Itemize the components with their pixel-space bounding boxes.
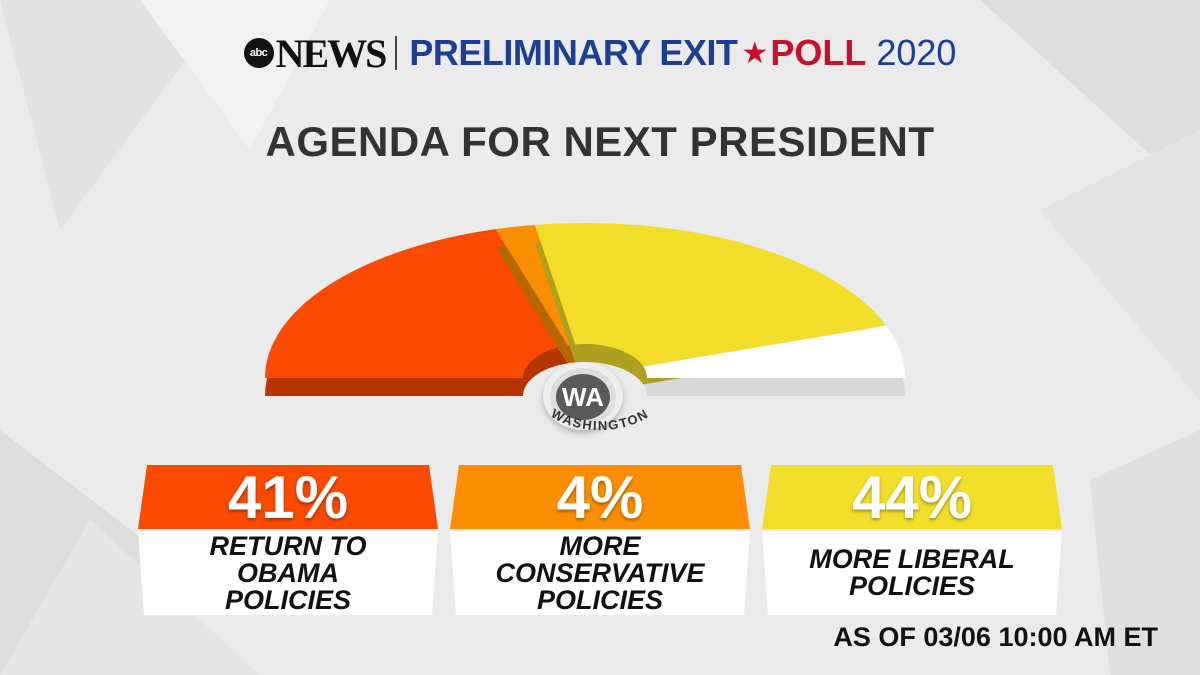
category-label-return-to-obama: RETURN TO OBAMA POLICIES <box>138 531 438 615</box>
state-name-arc: WASHINGTON <box>549 406 652 434</box>
poll-header: abc NEWS PRELIMINARY EXIT ★ POLL 2020 <box>0 28 1200 78</box>
value-label-return-to-obama: 41% <box>138 465 438 529</box>
slice-remainder <box>643 325 905 378</box>
result-card-more-liberal: 44% MORE LIBERAL POLICIES <box>762 465 1062 615</box>
poll-year: 2020 <box>876 32 957 73</box>
state-badge: WA <box>543 362 623 430</box>
slice-more-conservative <box>495 224 576 346</box>
chart-title: AGENDA FOR NEXT PRESIDENT <box>265 118 935 165</box>
poll-title-secondary: POLL <box>770 32 867 73</box>
svg-text:WASHINGTON: WASHINGTON <box>549 406 652 434</box>
state-abbr: WA <box>550 368 616 426</box>
slice-return-to-obama <box>265 229 568 378</box>
slice-more-liberal <box>534 223 887 367</box>
news-wordmark: NEWS <box>275 30 388 76</box>
abc-logo: abc <box>243 38 274 68</box>
category-label-more-liberal: MORE LIBERAL POLICIES <box>762 531 1062 615</box>
poll-title-primary: PRELIMINARY EXIT <box>409 32 738 73</box>
as-of-timestamp: AS OF 03/06 10:00 AM ET <box>833 622 1158 652</box>
result-card-return-to-obama: 41% RETURN TO OBAMA POLICIES <box>138 465 438 615</box>
star-icon: ★ <box>741 36 769 70</box>
header-divider <box>395 36 398 70</box>
value-label-more-liberal: 44% <box>762 465 1062 529</box>
category-label-more-conservative: MORE CONSERVATIVE POLICIES <box>450 531 750 615</box>
slice-more-conservative-side <box>495 242 576 364</box>
value-label-more-conservative: 4% <box>450 465 750 529</box>
state-name: WASHINGTON <box>549 406 650 434</box>
result-card-more-conservative: 4% MORE CONSERVATIVE POLICIES <box>450 465 750 615</box>
